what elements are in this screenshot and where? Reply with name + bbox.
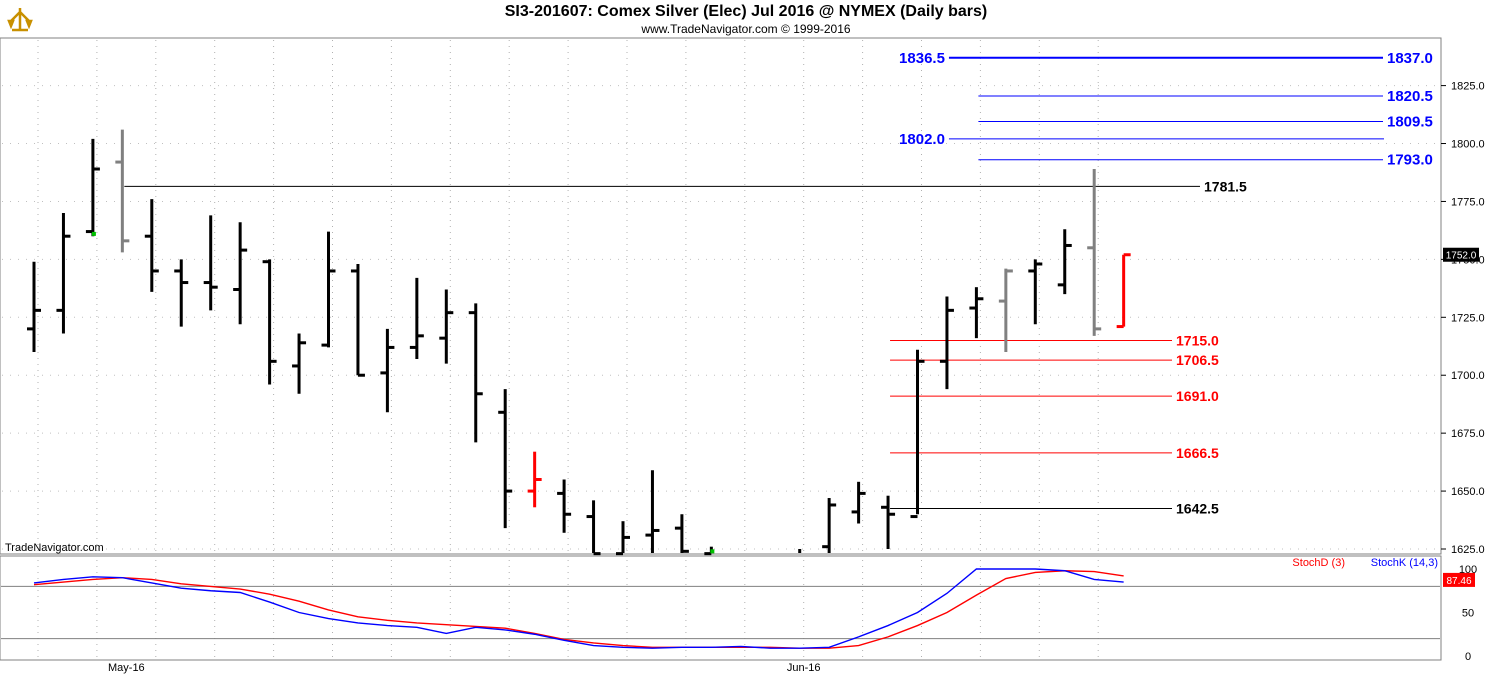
price-tick-label: 1700.0 xyxy=(1451,370,1485,382)
level-label: 1837.0 xyxy=(1387,50,1433,67)
date-label: Jun-16 xyxy=(787,662,821,674)
ohlc-bar xyxy=(616,521,630,556)
ohlc-bar xyxy=(851,481,866,524)
ohlc-bar xyxy=(233,222,248,325)
stochastic-panel xyxy=(0,555,1442,661)
stochastic-lines xyxy=(33,568,1124,649)
ohlc-bar xyxy=(910,349,925,519)
level-label: 1706.5 xyxy=(1176,352,1219,368)
level-left-label: 1836.5 xyxy=(899,50,945,67)
level-label: 1781.5 xyxy=(1204,178,1247,194)
level-label: 1715.0 xyxy=(1176,332,1219,348)
ohlc-bar xyxy=(56,213,71,334)
price-tick-label: 1625.0 xyxy=(1451,544,1485,556)
trade-navigator-logo-icon xyxy=(5,5,35,35)
legend-stochk: StochK (14,3) xyxy=(1371,557,1438,569)
ohlc-bar xyxy=(262,259,277,385)
ohlc-bar xyxy=(1057,229,1072,295)
price-tick-label: 1675.0 xyxy=(1451,428,1485,440)
ohlc-bar xyxy=(380,328,395,413)
ohlc-bar xyxy=(527,451,542,508)
price-tick-label: 1775.0 xyxy=(1451,196,1485,208)
bar-signal-dot xyxy=(710,549,715,554)
level-label: 1691.0 xyxy=(1176,388,1219,404)
ohlc-bar xyxy=(144,199,159,292)
last-price-box xyxy=(1443,247,1479,262)
stochd-value-label: 87.46 xyxy=(1446,576,1471,587)
date-label: May-16 xyxy=(108,662,145,674)
ohlc-bar xyxy=(468,303,483,443)
ohlc-bar xyxy=(1028,259,1043,325)
ohlc-bar xyxy=(881,495,896,549)
level-label: 1820.5 xyxy=(1387,88,1433,105)
stochd-value-box xyxy=(1443,572,1475,587)
level-label: 1793.0 xyxy=(1387,152,1433,169)
ohlc-bar xyxy=(115,129,130,253)
ohlc-bar xyxy=(822,498,837,553)
ohlc-bar xyxy=(292,333,307,394)
ohlc-bar xyxy=(674,514,689,553)
watermark-text: TradeNavigator.com xyxy=(5,542,104,554)
ohlc-bar xyxy=(998,268,1013,353)
ohlc-bar xyxy=(969,287,984,339)
price-tick-label: 1725.0 xyxy=(1451,312,1485,324)
level-left-label: 1802.0 xyxy=(899,131,945,148)
ohlc-bar xyxy=(939,296,954,390)
ohlc-bar xyxy=(1087,169,1102,336)
ohlc-bar xyxy=(557,479,572,533)
chart-title: SI3-201607: Comex Silver (Elec) Jul 2016… xyxy=(504,3,988,20)
stochastic-tick-label: 0 xyxy=(1465,651,1471,663)
ohlc-bar xyxy=(350,264,365,377)
ohlc-bar xyxy=(203,215,218,311)
ohlc-bar xyxy=(409,277,424,360)
stochastic-line xyxy=(33,568,1124,649)
last-price-label: 1752.0 xyxy=(1446,251,1477,262)
grid xyxy=(1,40,1440,658)
price-tick-label: 1650.0 xyxy=(1451,486,1485,498)
ohlc-bar xyxy=(498,389,513,529)
legend-stochd: StochD (3) xyxy=(1292,557,1345,569)
price-axis: 1825.01800.01775.01750.01725.01700.01675… xyxy=(108,81,1485,674)
ohlc-bar xyxy=(439,289,454,364)
ohlc-bar xyxy=(174,259,189,327)
ohlc-bar xyxy=(704,546,715,556)
bar-signal-dot xyxy=(91,231,96,236)
level-lines: 1837.0 1836.5 1820.5 1809.5 1802.0 1793.0 1781… xyxy=(124,50,1433,516)
ohlc-bar xyxy=(645,470,660,553)
ohlc-bar xyxy=(27,261,41,353)
price-tick-label: 1825.0 xyxy=(1451,81,1485,93)
ohlc-bar xyxy=(1116,253,1131,329)
ohlc-bar xyxy=(586,500,601,556)
ohlc-bar xyxy=(321,231,336,348)
stochastic-tick-label: 50 xyxy=(1462,608,1474,620)
price-tick-label: 1800.0 xyxy=(1451,139,1485,151)
level-label: 1666.5 xyxy=(1176,445,1219,461)
ohlc-bars xyxy=(27,129,1131,556)
price-panel xyxy=(0,37,1442,555)
ohlc-bar xyxy=(85,138,100,237)
level-label: 1642.5 xyxy=(1176,500,1219,516)
stochastic-line xyxy=(33,570,1124,649)
copyright-subtitle: www.TradeNavigator.com © 1999-2016 xyxy=(641,22,851,36)
level-label: 1809.5 xyxy=(1387,114,1433,131)
